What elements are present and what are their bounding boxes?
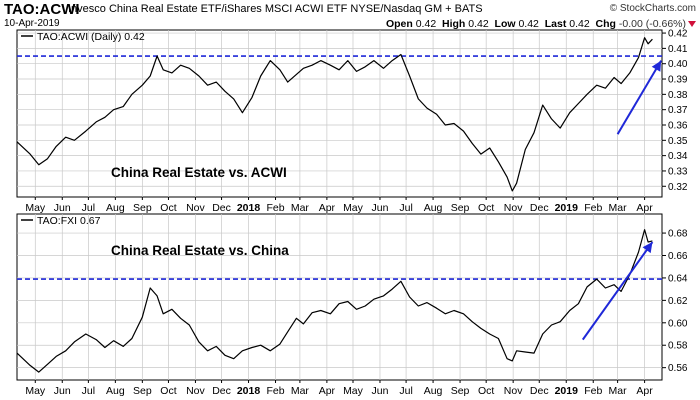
open-value: 0.42 <box>415 18 437 30</box>
x-tick-label: 2019 <box>555 385 579 397</box>
legend-label: TAO:FXI 0.67 <box>37 215 101 227</box>
chart-date: 10-Apr-2019 <box>4 18 60 29</box>
x-tick-label: May <box>343 385 364 397</box>
last-value: 0.42 <box>569 18 590 30</box>
x-tick-label: Oct <box>478 385 494 397</box>
x-tick-label: Aug <box>424 202 443 214</box>
y-tick-label: 0.62 <box>668 296 688 307</box>
y-tick-label: 0.33 <box>668 166 688 177</box>
ratio-series-line <box>16 229 653 373</box>
x-tick-label: Nov <box>504 202 523 214</box>
x-tick-label: 2019 <box>555 202 579 214</box>
y-tick-label: 0.60 <box>668 318 688 329</box>
y-tick-label: 0.34 <box>668 151 688 162</box>
y-tick-label: 0.64 <box>668 273 688 284</box>
x-tick-label: Jun <box>372 202 389 214</box>
x-tick-label: Nov <box>186 202 205 214</box>
chart-annotation: China Real Estate vs. China <box>111 243 289 258</box>
x-tick-label: Feb <box>266 385 284 397</box>
high-label: High <box>442 18 466 30</box>
x-tick-label: Aug <box>106 202 125 214</box>
last-label: Last <box>544 18 567 30</box>
x-tick-label: Dec <box>212 202 231 214</box>
x-tick-label: Dec <box>530 202 549 214</box>
trend-arrow-head <box>642 242 653 254</box>
x-tick-label: Jul <box>82 385 95 397</box>
x-tick-label: Feb <box>584 385 602 397</box>
x-tick-label: Jun <box>54 385 71 397</box>
y-tick-label: 0.41 <box>668 44 688 55</box>
y-tick-label: 0.40 <box>668 59 688 70</box>
y-tick-label: 0.42 <box>668 29 688 40</box>
x-tick-label: Mar <box>291 385 310 397</box>
x-tick-label: Sep <box>451 385 470 397</box>
y-tick-label: 0.56 <box>668 363 688 374</box>
x-tick-label: Aug <box>424 385 443 397</box>
chg-value: -0.00 (-0.66%) <box>618 18 686 30</box>
x-tick-label: May <box>25 202 46 214</box>
x-tick-label: Jul <box>82 202 95 214</box>
x-tick-label: Dec <box>212 385 231 397</box>
trend-arrow-head <box>651 60 662 72</box>
x-tick-label: 2018 <box>237 202 261 214</box>
panel-frame <box>16 213 663 381</box>
x-tick-label: 2018 <box>237 385 261 397</box>
x-tick-label: Mar <box>609 202 628 214</box>
x-tick-label: Nov <box>504 385 523 397</box>
chg-label: Chg <box>595 18 616 30</box>
y-tick-label: 0.32 <box>668 182 688 193</box>
x-tick-label: Jun <box>54 202 71 214</box>
y-tick-label: 0.58 <box>668 341 688 352</box>
brand-watermark: © StockCharts.com <box>609 3 696 14</box>
x-tick-label: Apr <box>636 202 653 214</box>
x-tick-label: Jul <box>399 202 412 214</box>
y-tick-label: 0.35 <box>668 136 688 147</box>
x-tick-label: Apr <box>319 202 336 214</box>
x-tick-label: Jul <box>399 385 412 397</box>
trend-arrow-shaft <box>581 241 654 341</box>
chart-annotation: China Real Estate vs. ACWI <box>111 165 287 180</box>
panel-frame <box>16 29 663 198</box>
x-tick-label: Apr <box>319 385 336 397</box>
symbol-description: Invesco China Real Estate ETF/iShares MS… <box>68 3 483 15</box>
y-tick-label: 0.39 <box>668 75 688 86</box>
down-arrow-icon <box>688 21 696 27</box>
legend-label: TAO:ACWI (Daily) 0.42 <box>37 31 145 43</box>
low-label: Low <box>494 18 516 30</box>
y-tick-label: 0.68 <box>668 229 688 240</box>
x-tick-label: Dec <box>530 385 549 397</box>
x-tick-label: Sep <box>451 202 470 214</box>
symbol-title: TAO:ACWI <box>4 1 80 18</box>
x-tick-label: Feb <box>584 202 602 214</box>
x-tick-label: Apr <box>636 385 653 397</box>
x-tick-label: Sep <box>133 202 152 214</box>
x-tick-label: Jun <box>372 385 389 397</box>
y-tick-label: 0.37 <box>668 105 688 116</box>
x-tick-label: Oct <box>478 202 494 214</box>
y-tick-label: 0.66 <box>668 251 688 262</box>
trend-arrow-shaft <box>616 60 662 135</box>
ratio-series-line <box>16 37 653 192</box>
x-tick-label: Mar <box>609 385 628 397</box>
y-tick-label: 0.38 <box>668 90 688 101</box>
x-tick-label: Aug <box>106 385 125 397</box>
open-label: Open <box>385 18 413 30</box>
x-tick-label: Nov <box>186 385 205 397</box>
x-tick-label: Mar <box>291 202 310 214</box>
low-value: 0.42 <box>518 18 539 30</box>
x-tick-label: May <box>25 385 46 397</box>
x-tick-label: Oct <box>160 385 176 397</box>
y-tick-label: 0.36 <box>668 120 688 131</box>
x-tick-label: Oct <box>160 202 176 214</box>
quote-readout: Open 0.42 High 0.42 Low 0.42 Last 0.42 C… <box>386 18 686 30</box>
x-tick-label: Feb <box>266 202 284 214</box>
x-tick-label: May <box>343 202 364 214</box>
x-tick-label: Sep <box>133 385 152 397</box>
high-value: 0.42 <box>468 18 489 30</box>
